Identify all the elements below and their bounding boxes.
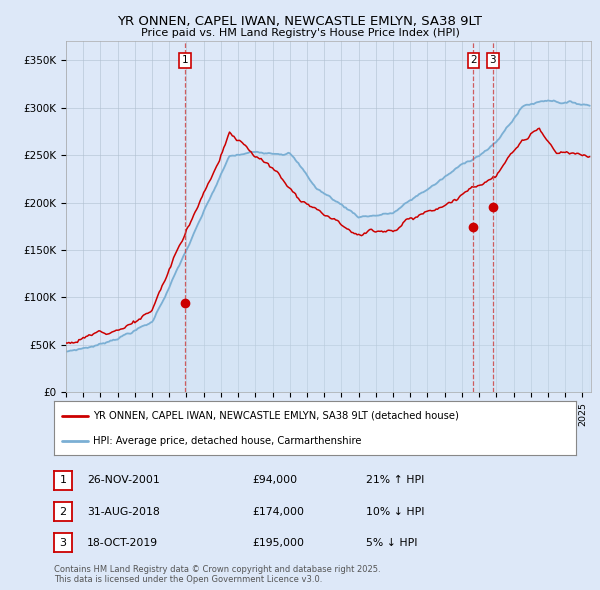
Text: £195,000: £195,000 [252,538,304,548]
Text: 18-OCT-2019: 18-OCT-2019 [87,538,158,548]
Text: 2: 2 [470,55,477,65]
Text: 10% ↓ HPI: 10% ↓ HPI [366,507,425,516]
Text: YR ONNEN, CAPEL IWAN, NEWCASTLE EMLYN, SA38 9LT: YR ONNEN, CAPEL IWAN, NEWCASTLE EMLYN, S… [118,15,482,28]
Text: 1: 1 [181,55,188,65]
Text: HPI: Average price, detached house, Carmarthenshire: HPI: Average price, detached house, Carm… [93,436,362,446]
Text: 3: 3 [59,538,67,548]
Text: Price paid vs. HM Land Registry's House Price Index (HPI): Price paid vs. HM Land Registry's House … [140,28,460,38]
Text: 5% ↓ HPI: 5% ↓ HPI [366,538,418,548]
Text: YR ONNEN, CAPEL IWAN, NEWCASTLE EMLYN, SA38 9LT (detached house): YR ONNEN, CAPEL IWAN, NEWCASTLE EMLYN, S… [93,411,459,421]
Text: 31-AUG-2018: 31-AUG-2018 [87,507,160,516]
Text: 21% ↑ HPI: 21% ↑ HPI [366,476,424,485]
Text: 1: 1 [59,476,67,485]
Text: Contains HM Land Registry data © Crown copyright and database right 2025.
This d: Contains HM Land Registry data © Crown c… [54,565,380,584]
Text: £174,000: £174,000 [252,507,304,516]
Text: 2: 2 [59,507,67,516]
Text: 3: 3 [490,55,496,65]
Text: £94,000: £94,000 [252,476,297,485]
Text: 26-NOV-2001: 26-NOV-2001 [87,476,160,485]
